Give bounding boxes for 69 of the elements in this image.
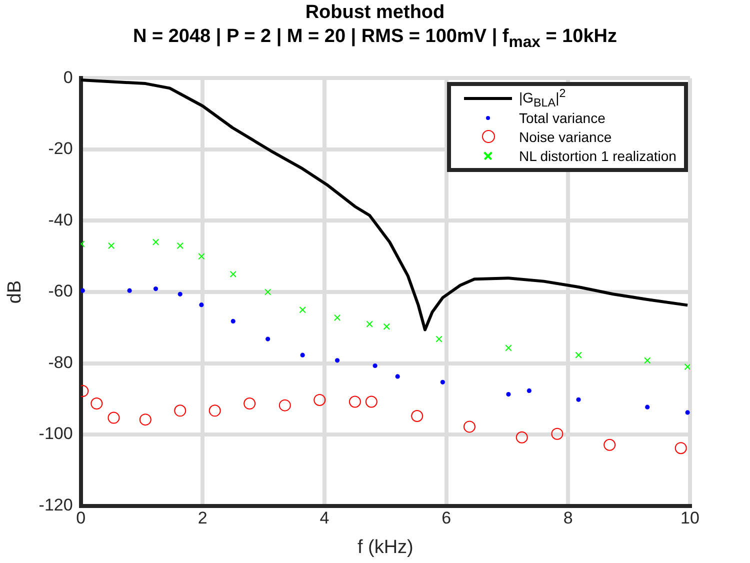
x-tick-label: 10	[680, 508, 700, 528]
x-tick-label: 4	[320, 508, 330, 528]
point	[139, 414, 152, 426]
point	[411, 410, 424, 422]
point	[395, 374, 400, 379]
point	[551, 428, 564, 440]
x-tick-label: 2	[198, 508, 208, 528]
y-tick-label: -120	[38, 495, 73, 514]
point	[230, 318, 236, 324]
legend-label: Total variance	[519, 110, 606, 126]
x-tick-label: 8	[563, 508, 573, 528]
y-tick-label: -80	[48, 352, 73, 372]
point	[153, 286, 158, 292]
legend-label: Noise variance	[519, 128, 612, 145]
point	[526, 388, 532, 394]
point	[199, 302, 204, 308]
point	[644, 357, 651, 364]
point	[264, 288, 272, 296]
point	[372, 363, 378, 368]
point	[198, 253, 205, 260]
point	[440, 380, 445, 384]
point	[575, 352, 582, 358]
chart-subtitle: N = 2048 | P = 2 | M = 20 | RMS = 100mV | f$_{max}$ = 10kHz	[132, 26, 618, 52]
point	[516, 431, 528, 444]
y-tick-label: -60	[48, 282, 73, 301]
x-tick-label: 6	[442, 508, 452, 528]
point	[334, 314, 341, 321]
point	[244, 398, 256, 410]
point	[505, 344, 512, 352]
point	[463, 420, 476, 433]
point	[645, 404, 650, 410]
point	[365, 396, 378, 408]
point	[178, 292, 182, 296]
point	[230, 270, 236, 278]
point	[127, 288, 132, 293]
point	[174, 404, 186, 417]
point	[314, 394, 326, 406]
y-axis-title: dB	[4, 280, 26, 304]
y-tick-label: -100	[38, 424, 73, 444]
x-tick-label: 0	[76, 508, 86, 528]
point	[674, 442, 687, 454]
point	[436, 336, 442, 342]
point	[176, 242, 184, 250]
x-axis-title: f (kHz)	[357, 536, 414, 558]
point	[383, 323, 390, 330]
point	[604, 438, 616, 451]
point	[90, 398, 103, 410]
point	[506, 392, 511, 397]
legend-label: NL distortion 1 realization	[519, 148, 676, 164]
legend-label: |G$_{BLA}$|$^{2}$	[519, 87, 566, 110]
point	[266, 336, 270, 342]
point	[334, 358, 340, 363]
point	[208, 404, 221, 417]
point	[576, 397, 581, 402]
chart-title: Robust method	[304, 2, 446, 24]
y-tick-label: -40	[48, 210, 73, 230]
y-tick-label: 0	[63, 68, 73, 87]
point	[278, 399, 291, 412]
y-tick-label: -20	[48, 139, 73, 158]
point	[684, 364, 690, 370]
point	[152, 238, 160, 246]
point	[80, 288, 85, 293]
point	[366, 320, 373, 328]
point	[685, 410, 690, 415]
point	[108, 242, 115, 250]
point	[348, 396, 361, 408]
point	[299, 306, 306, 314]
point	[300, 352, 305, 358]
point	[108, 412, 120, 424]
